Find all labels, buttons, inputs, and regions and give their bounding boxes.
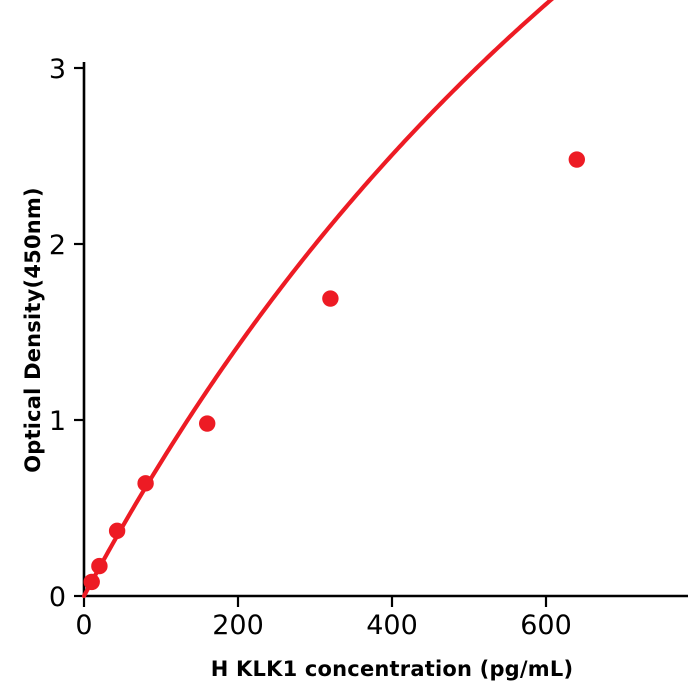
x-tick-label-0: 0: [75, 610, 92, 641]
x-axis-title: H KLK1 concentration (pg/mL): [211, 657, 574, 681]
fit-curve: [81, 0, 554, 599]
data-point: [108, 522, 126, 540]
y-axis-title: Optical Density(450nm): [21, 187, 45, 473]
data-point: [322, 290, 339, 307]
data-point: [91, 557, 108, 575]
data-point: [199, 415, 216, 432]
x-tick-label-200: 200: [212, 610, 264, 641]
data-point-group: [83, 151, 585, 591]
data-point: [83, 573, 100, 591]
x-tick-label-400: 400: [366, 610, 418, 641]
data-point: [568, 151, 585, 168]
y-tick-label-2: 2: [49, 230, 66, 261]
x-tick-label-600: 600: [520, 610, 572, 641]
y-tick-label-3: 3: [49, 54, 66, 85]
y-tick-label-1: 1: [49, 406, 66, 437]
y-tick-label-0: 0: [49, 582, 66, 613]
data-point: [137, 475, 154, 492]
